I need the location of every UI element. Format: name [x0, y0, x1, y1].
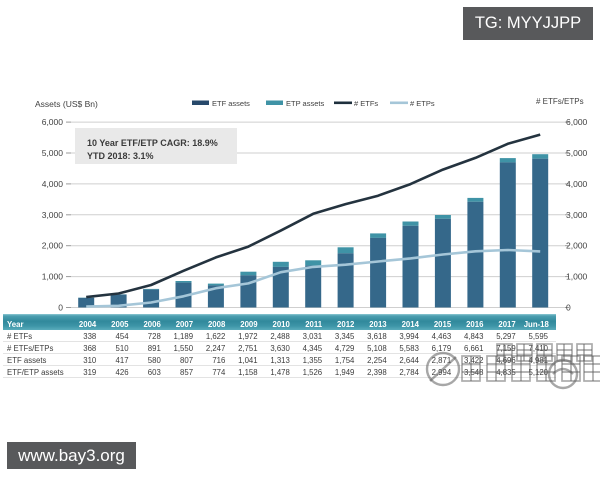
svg-text:3,000: 3,000 [566, 210, 588, 220]
svg-text:10 Year ETF/ETP CAGR: 18.9%: 10 Year ETF/ETP CAGR: 18.9% [87, 138, 218, 148]
svg-text:0: 0 [566, 303, 571, 313]
svg-text:0: 0 [58, 303, 63, 313]
svg-text:3,000: 3,000 [42, 210, 64, 220]
svg-text:YTD 2018: 3.1%: YTD 2018: 3.1% [87, 151, 154, 161]
svg-text:5,000: 5,000 [42, 148, 64, 158]
svg-text:1,000: 1,000 [566, 272, 588, 282]
svg-text:# ETPs: # ETPs [410, 99, 435, 108]
svg-text:2,000: 2,000 [42, 241, 64, 251]
svg-text:6,000: 6,000 [42, 117, 64, 127]
svg-text:# ETFs: # ETFs [354, 99, 378, 108]
svg-text:Assets (US$ Bn): Assets (US$ Bn) [35, 99, 98, 109]
svg-text:6,000: 6,000 [566, 117, 588, 127]
svg-text:# ETFs/ETPs: # ETFs/ETPs [536, 97, 584, 106]
svg-text:4,000: 4,000 [566, 179, 588, 189]
svg-text:ETP assets: ETP assets [286, 99, 324, 108]
svg-text:ETF assets: ETF assets [212, 99, 250, 108]
svg-text:1,000: 1,000 [42, 272, 64, 282]
svg-text:5,000: 5,000 [566, 148, 588, 158]
svg-text:2,000: 2,000 [566, 241, 588, 251]
svg-text:4,000: 4,000 [42, 179, 64, 189]
